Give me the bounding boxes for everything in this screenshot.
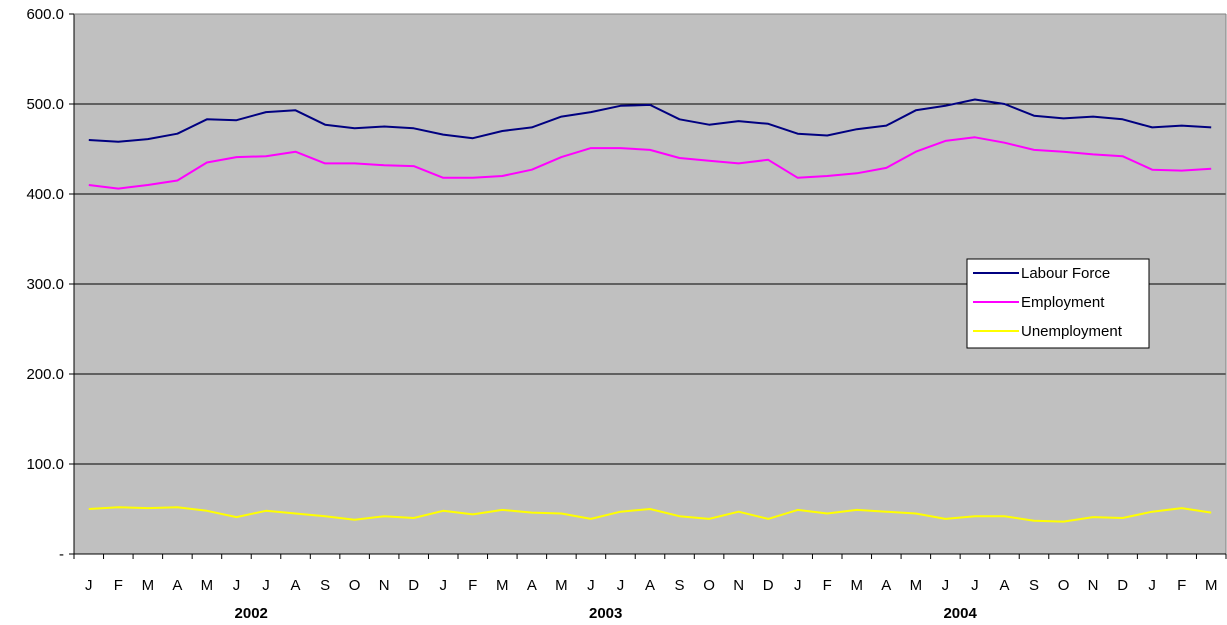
x-tick-label: J [587, 577, 595, 594]
x-tick-label: M [201, 577, 214, 594]
x-tick-label: J [794, 577, 802, 594]
x-tick-label: M [555, 577, 568, 594]
x-tick-label: D [763, 577, 774, 594]
x-tick-label: O [349, 577, 361, 594]
x-tick-label: F [823, 577, 832, 594]
x-tick-label: M [1205, 577, 1218, 594]
series-line [88, 98, 1212, 143]
x-axis: J F M A M J J A S O N D J F M A M J J A S O N D J F M A M J J A S O N D J F M2… [73, 553, 1227, 622]
y-tick-label: 400.0 [26, 186, 64, 203]
x-tick-label: N [1088, 577, 1099, 594]
x-tick-label: A [291, 577, 301, 594]
year-label: 2004 [943, 605, 977, 622]
series-line [88, 136, 1212, 190]
y-tick-label: 300.0 [26, 276, 64, 293]
legend-label: Employment [1021, 294, 1105, 311]
year-label: 2003 [589, 605, 622, 622]
y-tick-label: 200.0 [26, 366, 64, 383]
x-tick-label: O [703, 577, 715, 594]
y-tick-label: 600.0 [26, 6, 64, 23]
x-tick-label: S [320, 577, 330, 594]
y-tick-label: 100.0 [26, 456, 64, 473]
x-tick-label: J [1148, 577, 1156, 594]
x-tick-label: J [85, 577, 93, 594]
y-tick-label: - [59, 546, 64, 563]
x-tick-label: M [851, 577, 864, 594]
x-tick-label: J [233, 577, 241, 594]
series-group [88, 98, 1212, 523]
legend-label: Labour Force [1021, 265, 1110, 282]
x-tick-label: M [496, 577, 509, 594]
x-tick-label: O [1058, 577, 1070, 594]
x-tick-label: A [527, 577, 537, 594]
series-line [88, 506, 1212, 523]
x-tick-label: D [1117, 577, 1128, 594]
x-tick-label: D [408, 577, 419, 594]
x-tick-label: A [999, 577, 1009, 594]
x-tick-label: F [1177, 577, 1186, 594]
legend: Labour Force Employment Unemployment [966, 258, 1150, 349]
x-tick-label: F [468, 577, 477, 594]
x-tick-label: N [733, 577, 744, 594]
x-tick-label: F [114, 577, 123, 594]
x-tick-label: M [910, 577, 923, 594]
x-tick-label: J [617, 577, 625, 594]
year-label: 2002 [235, 605, 268, 622]
x-tick-label: A [645, 577, 655, 594]
legend-label: Unemployment [1021, 323, 1123, 340]
x-tick-label: A [172, 577, 182, 594]
x-tick-label: M [142, 577, 155, 594]
x-tick-label: J [262, 577, 270, 594]
y-tick-label: 500.0 [26, 96, 64, 113]
x-tick-label: J [971, 577, 979, 594]
y-axis: - 100.0 200.0 300.0 400.0 500.0 600.0 [26, 6, 1227, 563]
x-tick-label: N [379, 577, 390, 594]
x-tick-label: S [1029, 577, 1039, 594]
x-tick-label: J [439, 577, 447, 594]
x-tick-label: J [942, 577, 950, 594]
x-tick-label: A [881, 577, 891, 594]
x-tick-label: S [675, 577, 685, 594]
